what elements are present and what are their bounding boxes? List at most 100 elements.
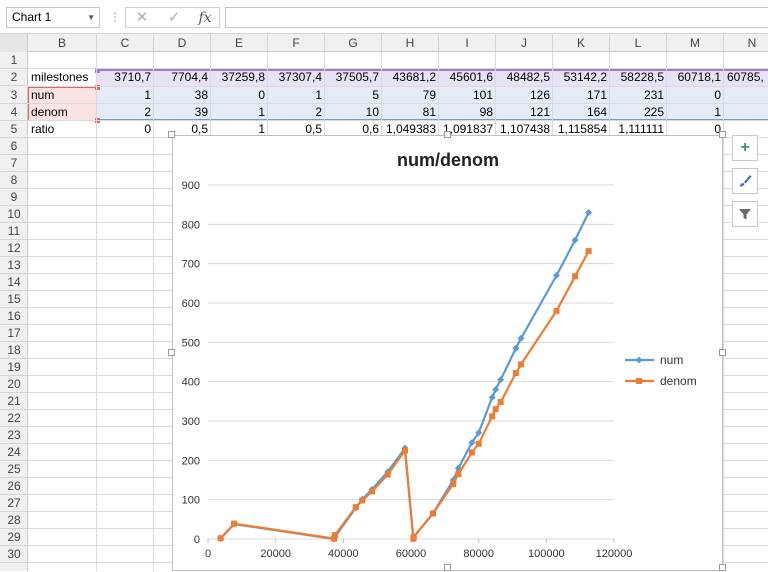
cell-h2[interactable]: 43681,2: [392, 70, 436, 84]
column-header-k[interactable]: K: [553, 34, 610, 52]
data-point-denom[interactable]: [384, 471, 391, 478]
row-header-28[interactable]: 28: [0, 512, 28, 529]
data-point-denom[interactable]: [352, 504, 359, 511]
column-header-h[interactable]: H: [382, 34, 439, 52]
cancel-x-icon[interactable]: ✕: [135, 9, 149, 26]
chart-filters-button[interactable]: [732, 201, 758, 227]
legend[interactable]: num denom: [625, 353, 697, 388]
row-header-24[interactable]: 24: [0, 444, 28, 461]
data-point-denom[interactable]: [359, 497, 366, 504]
cell-j5[interactable]: 1,107438: [499, 122, 550, 136]
data-point-denom[interactable]: [331, 532, 338, 539]
cell-d2[interactable]: 7704,4: [171, 70, 208, 84]
series-line-num[interactable]: [219, 212, 590, 541]
select-all-corner[interactable]: [0, 34, 28, 52]
row-header-16[interactable]: 16: [0, 308, 28, 325]
cell-g2[interactable]: 37505,7: [335, 70, 379, 84]
row-header-15[interactable]: 15: [0, 291, 28, 308]
row-header-21[interactable]: 21: [0, 393, 28, 410]
cell-g4[interactable]: 10: [365, 105, 379, 119]
name-box[interactable]: Chart 1 ▼: [6, 7, 100, 28]
cell-j2[interactable]: 48482,5: [506, 70, 550, 84]
cell-b5[interactable]: ratio: [31, 122, 55, 136]
cell-d3[interactable]: 38: [194, 88, 208, 102]
column-header-n[interactable]: N: [724, 34, 768, 52]
row-header-14[interactable]: 14: [0, 274, 28, 291]
resize-handle[interactable]: [168, 349, 175, 356]
data-point-denom[interactable]: [410, 534, 417, 541]
data-point-denom[interactable]: [468, 449, 475, 456]
range-handle[interactable]: [95, 68, 100, 73]
data-point-denom[interactable]: [512, 370, 519, 377]
data-point-denom[interactable]: [489, 413, 496, 420]
row-header-20[interactable]: 20: [0, 376, 28, 393]
chart-styles-button[interactable]: [732, 168, 758, 194]
row-header-4[interactable]: 4: [0, 104, 28, 121]
column-header-m[interactable]: M: [667, 34, 724, 52]
row-header-1[interactable]: 1: [0, 52, 28, 69]
resize-handle[interactable]: [719, 564, 726, 571]
data-point-denom[interactable]: [475, 440, 482, 447]
data-point-denom[interactable]: [450, 480, 457, 487]
data-point-denom[interactable]: [517, 361, 524, 368]
cell-k2[interactable]: 53142,2: [563, 70, 607, 84]
cell-c5[interactable]: 0: [144, 122, 151, 136]
cell-d5[interactable]: 0,5: [191, 122, 208, 136]
row-header-7[interactable]: 7: [0, 155, 28, 172]
cell-e4[interactable]: 1: [258, 105, 265, 119]
row-header-6[interactable]: 6: [0, 138, 28, 155]
resize-handle[interactable]: [719, 349, 726, 356]
check-icon[interactable]: ✓: [167, 9, 181, 26]
row-header-2[interactable]: 2: [0, 69, 28, 86]
data-point-num[interactable]: [512, 344, 520, 352]
column-header-i[interactable]: I: [439, 34, 496, 52]
cell-g5[interactable]: 0,6: [362, 122, 379, 136]
cell-j4[interactable]: 121: [529, 105, 550, 119]
column-header-e[interactable]: E: [211, 34, 268, 52]
row-header-30[interactable]: 30: [0, 546, 28, 563]
formula-input[interactable]: [225, 7, 768, 28]
row-header-25[interactable]: 25: [0, 461, 28, 478]
cell-d4[interactable]: 39: [194, 105, 208, 119]
range-handle[interactable]: [95, 85, 100, 90]
row-header-19[interactable]: 19: [0, 359, 28, 376]
data-point-denom[interactable]: [572, 273, 579, 280]
row-header-17[interactable]: 17: [0, 325, 28, 342]
cell-f2[interactable]: 37307,4: [278, 70, 322, 84]
cell-l3[interactable]: 231: [643, 88, 664, 102]
cell-e5[interactable]: 1: [258, 122, 265, 136]
cell-f4[interactable]: 2: [315, 105, 322, 119]
row-header-29[interactable]: 29: [0, 529, 28, 546]
data-point-denom[interactable]: [492, 406, 499, 413]
cell-b3[interactable]: num: [31, 88, 55, 102]
resize-handle[interactable]: [444, 564, 451, 571]
data-point-denom[interactable]: [331, 535, 338, 542]
row-header-11[interactable]: 11: [0, 223, 28, 240]
cell-m5[interactable]: 0: [714, 122, 721, 136]
data-point-num[interactable]: [552, 271, 560, 279]
resize-handle[interactable]: [168, 131, 175, 138]
row-header-23[interactable]: 23: [0, 427, 28, 444]
row-header-5[interactable]: 5: [0, 121, 28, 138]
cell-k3[interactable]: 171: [586, 88, 607, 102]
column-header-f[interactable]: F: [268, 34, 325, 52]
data-point-denom[interactable]: [497, 399, 504, 406]
y-axis[interactable]: 0 100 200 300 400 500 600 700 800 900: [182, 180, 200, 546]
cell-i5[interactable]: 1,091837: [442, 122, 493, 136]
cell-m4[interactable]: 1: [714, 105, 721, 119]
row-header-12[interactable]: 12: [0, 240, 28, 257]
cell-k4[interactable]: 164: [586, 105, 607, 119]
cell-i2[interactable]: 45601,6: [449, 70, 493, 84]
row-header-9[interactable]: 9: [0, 189, 28, 206]
insert-function-button[interactable]: fx: [198, 10, 212, 26]
row-header-22[interactable]: 22: [0, 410, 28, 427]
cell-h3[interactable]: 79: [422, 88, 436, 102]
cell-m3[interactable]: 0: [714, 88, 721, 102]
column-header-c[interactable]: C: [97, 34, 154, 52]
row-header-10[interactable]: 10: [0, 206, 28, 223]
data-point-denom[interactable]: [455, 471, 462, 478]
data-point-num[interactable]: [488, 393, 496, 401]
data-point-denom[interactable]: [369, 488, 376, 495]
cell-l4[interactable]: 225: [643, 105, 664, 119]
row-header-13[interactable]: 13: [0, 257, 28, 274]
